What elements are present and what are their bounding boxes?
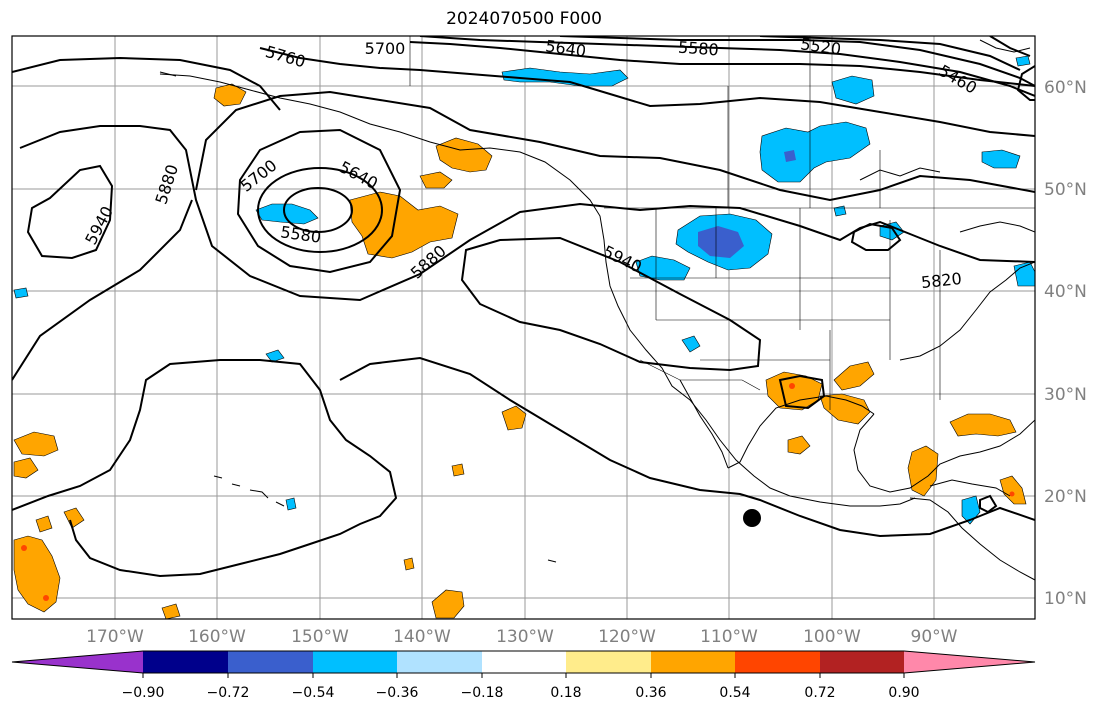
lat-label-30n: 30°N	[1044, 385, 1087, 405]
colorbar: −0.90 −0.72 −0.54 −0.36 −0.18 0.18 0.36 …	[11, 650, 1036, 701]
contour-label-5580-north: 5580	[677, 38, 719, 60]
lat-label-40n: 40°N	[1044, 282, 1087, 302]
colorbar-segment-3	[313, 651, 397, 673]
colorbar-segment-1	[143, 651, 228, 673]
colorbar-label-2: −0.72	[207, 685, 250, 701]
lon-label-130w: 130°W	[496, 627, 554, 647]
lon-label-110w: 110°W	[700, 627, 758, 647]
colorbar-extend-min	[12, 651, 143, 673]
colorbar-label-1: −0.90	[122, 685, 165, 701]
colorbar-label-6: 0.18	[550, 685, 581, 701]
lon-label-160w: 160°W	[188, 627, 246, 647]
map-frame	[11, 35, 1036, 620]
political-borders	[409, 36, 1035, 410]
lat-label-60n: 60°N	[1044, 78, 1087, 98]
colorbar-ticks	[142, 673, 905, 678]
map-background	[12, 36, 1035, 619]
colorbar-tick-labels: −0.90 −0.72 −0.54 −0.36 −0.18 0.18 0.36 …	[122, 685, 920, 701]
lon-label-150w: 150°W	[291, 627, 349, 647]
map-title: 2024070500 F000	[446, 9, 602, 29]
longitude-labels: 170°W 160°W 150°W 140°W 130°W 120°W 110°…	[86, 627, 958, 647]
colorbar-extend-max	[904, 651, 1035, 673]
latitude-labels: 60°N 50°N 40°N 30°N 20°N 10°N	[1044, 78, 1087, 609]
colorbar-segment-9	[820, 651, 904, 673]
shading-strong-positive	[21, 383, 1015, 601]
colorbar-segments	[12, 651, 1035, 673]
colorbar-segment-4	[397, 651, 482, 673]
storm-center-marker	[743, 509, 761, 527]
shading-positive	[13, 83, 1027, 619]
colorbar-label-5: −0.18	[461, 685, 504, 701]
lat-label-50n: 50°N	[1044, 180, 1087, 200]
contour-label-5820: 5820	[920, 269, 962, 292]
colorbar-segment-5	[482, 651, 566, 673]
colorbar-segment-2	[228, 651, 313, 673]
colorbar-label-7: 0.36	[635, 685, 666, 701]
height-contours	[12, 36, 1035, 578]
lat-label-20n: 20°N	[1044, 487, 1087, 507]
contour-label-5520: 5520	[799, 34, 842, 58]
colorbar-label-8: 0.54	[719, 685, 750, 701]
coastlines	[159, 39, 1035, 581]
map-panel: 5760 5700 5640 5580 5520 5460 5880 5940 …	[11, 34, 1087, 647]
lon-label-170w: 170°W	[86, 627, 144, 647]
islands	[159, 71, 557, 563]
colorbar-segment-6	[566, 651, 651, 673]
lon-label-90w: 90°W	[911, 627, 958, 647]
lon-label-120w: 120°W	[598, 627, 656, 647]
colorbar-label-9: 0.72	[804, 685, 835, 701]
colorbar-label-4: −0.36	[376, 685, 419, 701]
graticule	[12, 36, 1035, 619]
contour-label-5700-north: 5700	[365, 39, 406, 58]
lat-label-10n: 10°N	[1044, 589, 1087, 609]
colorbar-label-10: 0.90	[888, 685, 919, 701]
shading-strong-negative	[698, 150, 796, 258]
colorbar-segment-8	[735, 651, 820, 673]
colorbar-segment-7	[651, 651, 735, 673]
lon-label-100w: 100°W	[803, 627, 861, 647]
lon-label-140w: 140°W	[393, 627, 451, 647]
colorbar-label-3: −0.54	[292, 685, 335, 701]
